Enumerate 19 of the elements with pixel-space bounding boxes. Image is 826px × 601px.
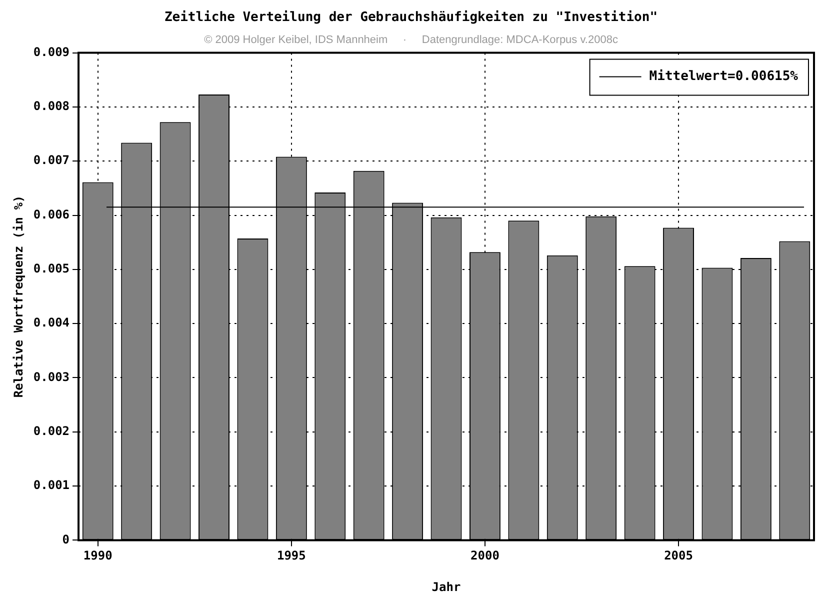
x-axis-title: Jahr — [432, 580, 461, 594]
y-tick-label: 0.002 — [33, 424, 70, 438]
y-tick-label: 0.006 — [33, 207, 70, 222]
chart-title: Zeitliche Verteilung der Gebrauchshäufigkeiten zu "Investition" — [164, 10, 658, 26]
y-tick-label: 0.009 — [33, 44, 70, 59]
y-tick-label: 0.001 — [33, 478, 70, 492]
y-tick-label: 0 — [62, 532, 70, 546]
y-tick-label: 0.004 — [33, 316, 70, 330]
y-axis-title: Relative Wortfrequenz (in %) — [11, 195, 26, 398]
x-tick-label: 2005 — [664, 548, 693, 563]
chart-subtitle: © 2009 Holger Keibel, IDS Mannheim · Datengrundlage: MDCA-Korpus v.2008c — [204, 34, 618, 46]
y-tick-label: 0.008 — [33, 99, 70, 114]
x-tick-label: 1995 — [276, 548, 306, 563]
x-tick-label: 2000 — [470, 548, 500, 563]
legend-label: Mittelwert=0.00615% — [649, 69, 798, 84]
y-tick-label: 0.003 — [33, 370, 70, 384]
x-tick-label: 1990 — [83, 548, 112, 563]
y-tick-label: 0.005 — [33, 262, 70, 276]
y-tick-label: 0.007 — [33, 153, 70, 168]
